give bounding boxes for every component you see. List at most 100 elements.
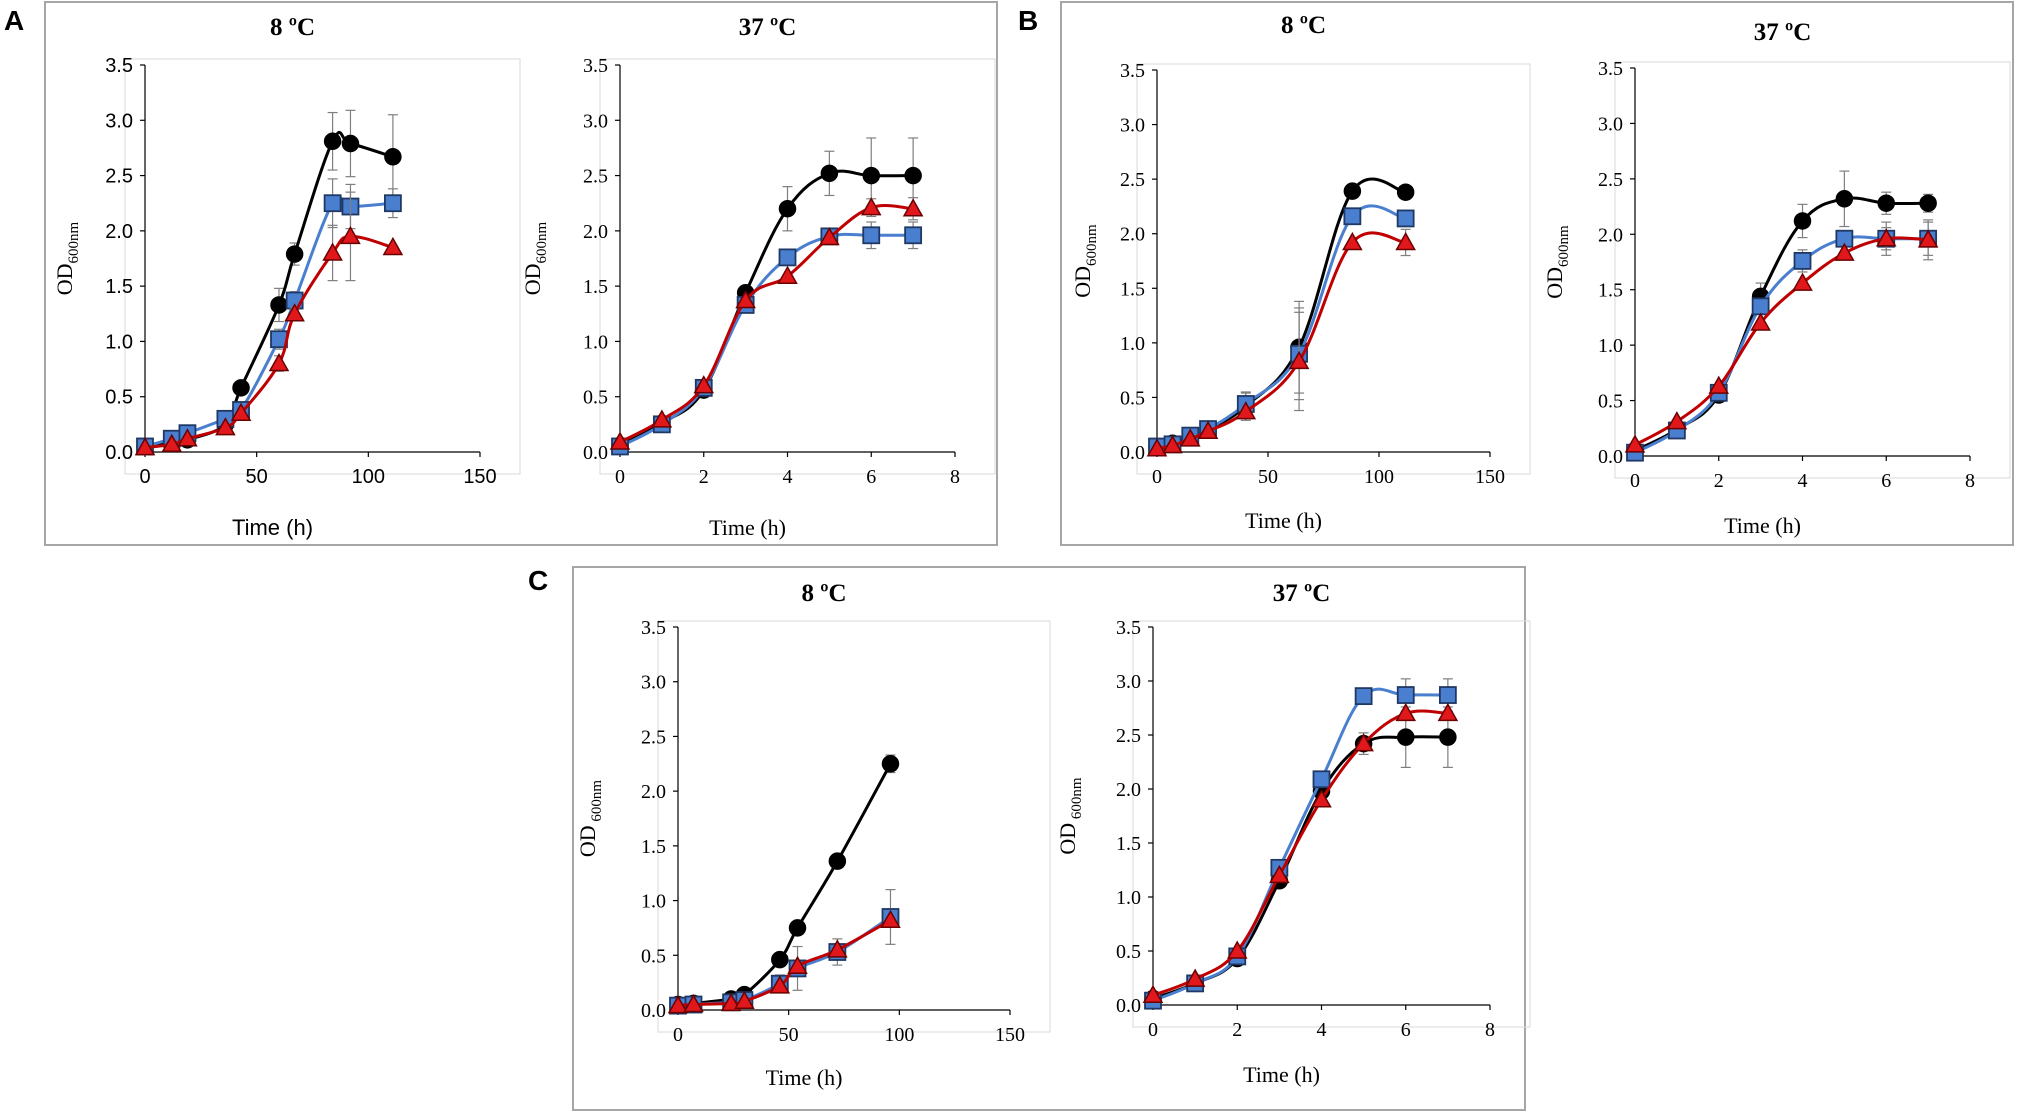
x-tick-label: 50 bbox=[1258, 466, 1278, 488]
panel-a-letter: A bbox=[4, 5, 24, 36]
chart-a-37c: 0.0 0.5 1.0 1.5 2.0 2.5 3.0 3.5 0 2 4 6 8 37 ºC Time (… bbox=[520, 14, 996, 540]
data-point bbox=[651, 409, 673, 428]
data-point bbox=[285, 245, 304, 263]
y-tick-label: 1.5 bbox=[1120, 278, 1145, 300]
series-3 bbox=[667, 909, 901, 1014]
x-tick-label: 100 bbox=[352, 466, 385, 488]
x-tick-label: 0 bbox=[615, 466, 625, 488]
x-tick-label: 0 bbox=[1630, 470, 1640, 492]
data-point bbox=[777, 265, 798, 284]
data-point bbox=[778, 248, 797, 267]
series-line bbox=[1152, 709, 1448, 997]
data-point bbox=[1877, 194, 1895, 212]
data-point bbox=[904, 226, 923, 245]
series-3 bbox=[609, 197, 924, 450]
data-point bbox=[1396, 209, 1415, 228]
data-point bbox=[771, 950, 789, 969]
data-point bbox=[1834, 242, 1855, 261]
series-line bbox=[144, 234, 394, 450]
series-1 bbox=[1144, 706, 1457, 1008]
data-point bbox=[1343, 207, 1362, 226]
x-axis-label: Time (h) bbox=[232, 515, 313, 540]
data-point bbox=[382, 236, 404, 256]
data-point bbox=[1835, 190, 1854, 208]
y-tick-label: 1.0 bbox=[1116, 887, 1141, 909]
y-tick-label: 2.5 bbox=[1116, 725, 1141, 747]
data-point bbox=[1439, 728, 1457, 746]
series-line bbox=[1156, 177, 1406, 448]
data-point bbox=[904, 166, 922, 185]
y-tick-label: 3.5 bbox=[1116, 617, 1141, 639]
y-tick-label: 3.0 bbox=[1120, 115, 1145, 137]
data-point bbox=[1875, 228, 1897, 247]
y-tick-label: 3.0 bbox=[641, 672, 666, 694]
data-point bbox=[881, 755, 900, 773]
data-point bbox=[860, 197, 882, 216]
y-tick-label: 1.5 bbox=[105, 276, 133, 298]
plot-area bbox=[599, 58, 996, 475]
series-3 bbox=[1146, 228, 1416, 457]
y-tick-label: 0.5 bbox=[105, 387, 133, 409]
y-axis-label: OD600nm bbox=[52, 221, 82, 295]
x-tick-label: 100 bbox=[1364, 466, 1394, 488]
y-tick-label: 2.0 bbox=[1598, 224, 1623, 246]
plot-area bbox=[1614, 61, 2011, 479]
panel-c-letter: C bbox=[528, 565, 548, 596]
data-point bbox=[667, 995, 689, 1014]
y-tick-label: 2.5 bbox=[641, 726, 666, 748]
x-axis-label: Time (h) bbox=[709, 515, 786, 540]
y-tick-label: 2.5 bbox=[1120, 169, 1145, 191]
x-tick-label: 8 bbox=[1965, 470, 1975, 492]
data-point bbox=[1269, 864, 1290, 884]
y-tick-label: 3.5 bbox=[1120, 60, 1145, 82]
series-line bbox=[1156, 231, 1406, 451]
y-tick-label: 0.0 bbox=[105, 442, 133, 464]
data-point bbox=[284, 303, 305, 322]
series-line bbox=[1152, 687, 1448, 1003]
y-tick-label: 1.5 bbox=[1598, 280, 1623, 302]
data-point bbox=[323, 194, 342, 213]
data-point bbox=[862, 166, 880, 185]
chart-b-37c: 0.0 0.5 1.0 1.5 2.0 2.5 3.0 3.5 0 2 4 6 8 37 ºC Time (… bbox=[1542, 19, 2011, 538]
data-point bbox=[1751, 297, 1770, 316]
data-point bbox=[134, 437, 156, 456]
data-point bbox=[1666, 411, 1688, 430]
chart-title: 37 ºC bbox=[739, 14, 797, 41]
data-point bbox=[880, 909, 901, 929]
data-point bbox=[341, 134, 360, 153]
x-axis-label: Time (h) bbox=[766, 1065, 843, 1090]
y-tick-label: 1.0 bbox=[641, 891, 666, 913]
data-point bbox=[1146, 438, 1168, 457]
plot-area bbox=[124, 58, 521, 475]
data-point bbox=[1793, 251, 1812, 270]
x-tick-label: 0 bbox=[673, 1024, 683, 1046]
series-1 bbox=[669, 754, 900, 1014]
data-point bbox=[1396, 183, 1415, 201]
y-tick-label: 3.0 bbox=[105, 110, 133, 132]
x-tick-label: 2 bbox=[1714, 470, 1724, 492]
series-3 bbox=[1142, 702, 1459, 1004]
data-point bbox=[734, 990, 755, 1009]
y-tick-label: 2.0 bbox=[1116, 779, 1141, 801]
data-point bbox=[1311, 789, 1332, 808]
panel-a-frame bbox=[44, 1, 998, 546]
x-tick-label: 2 bbox=[699, 466, 709, 488]
y-axis-label: OD600nm bbox=[1542, 225, 1572, 299]
x-tick-label: 2 bbox=[1232, 1019, 1242, 1041]
y-tick-label: 0.0 bbox=[641, 1000, 666, 1022]
x-tick-label: 8 bbox=[1485, 1019, 1495, 1041]
y-tick-label: 2.0 bbox=[105, 221, 133, 243]
series-line bbox=[1152, 735, 1448, 1000]
y-tick-label: 3.5 bbox=[1598, 58, 1623, 80]
data-point bbox=[778, 199, 797, 218]
data-point bbox=[1180, 428, 1201, 447]
x-tick-label: 150 bbox=[463, 466, 496, 488]
series-2 bbox=[1144, 678, 1457, 1010]
x-tick-label: 4 bbox=[783, 466, 793, 488]
data-point bbox=[1312, 770, 1331, 789]
data-point bbox=[1288, 350, 1310, 370]
data-point bbox=[609, 431, 631, 450]
data-point bbox=[323, 132, 342, 151]
data-point bbox=[769, 975, 791, 994]
